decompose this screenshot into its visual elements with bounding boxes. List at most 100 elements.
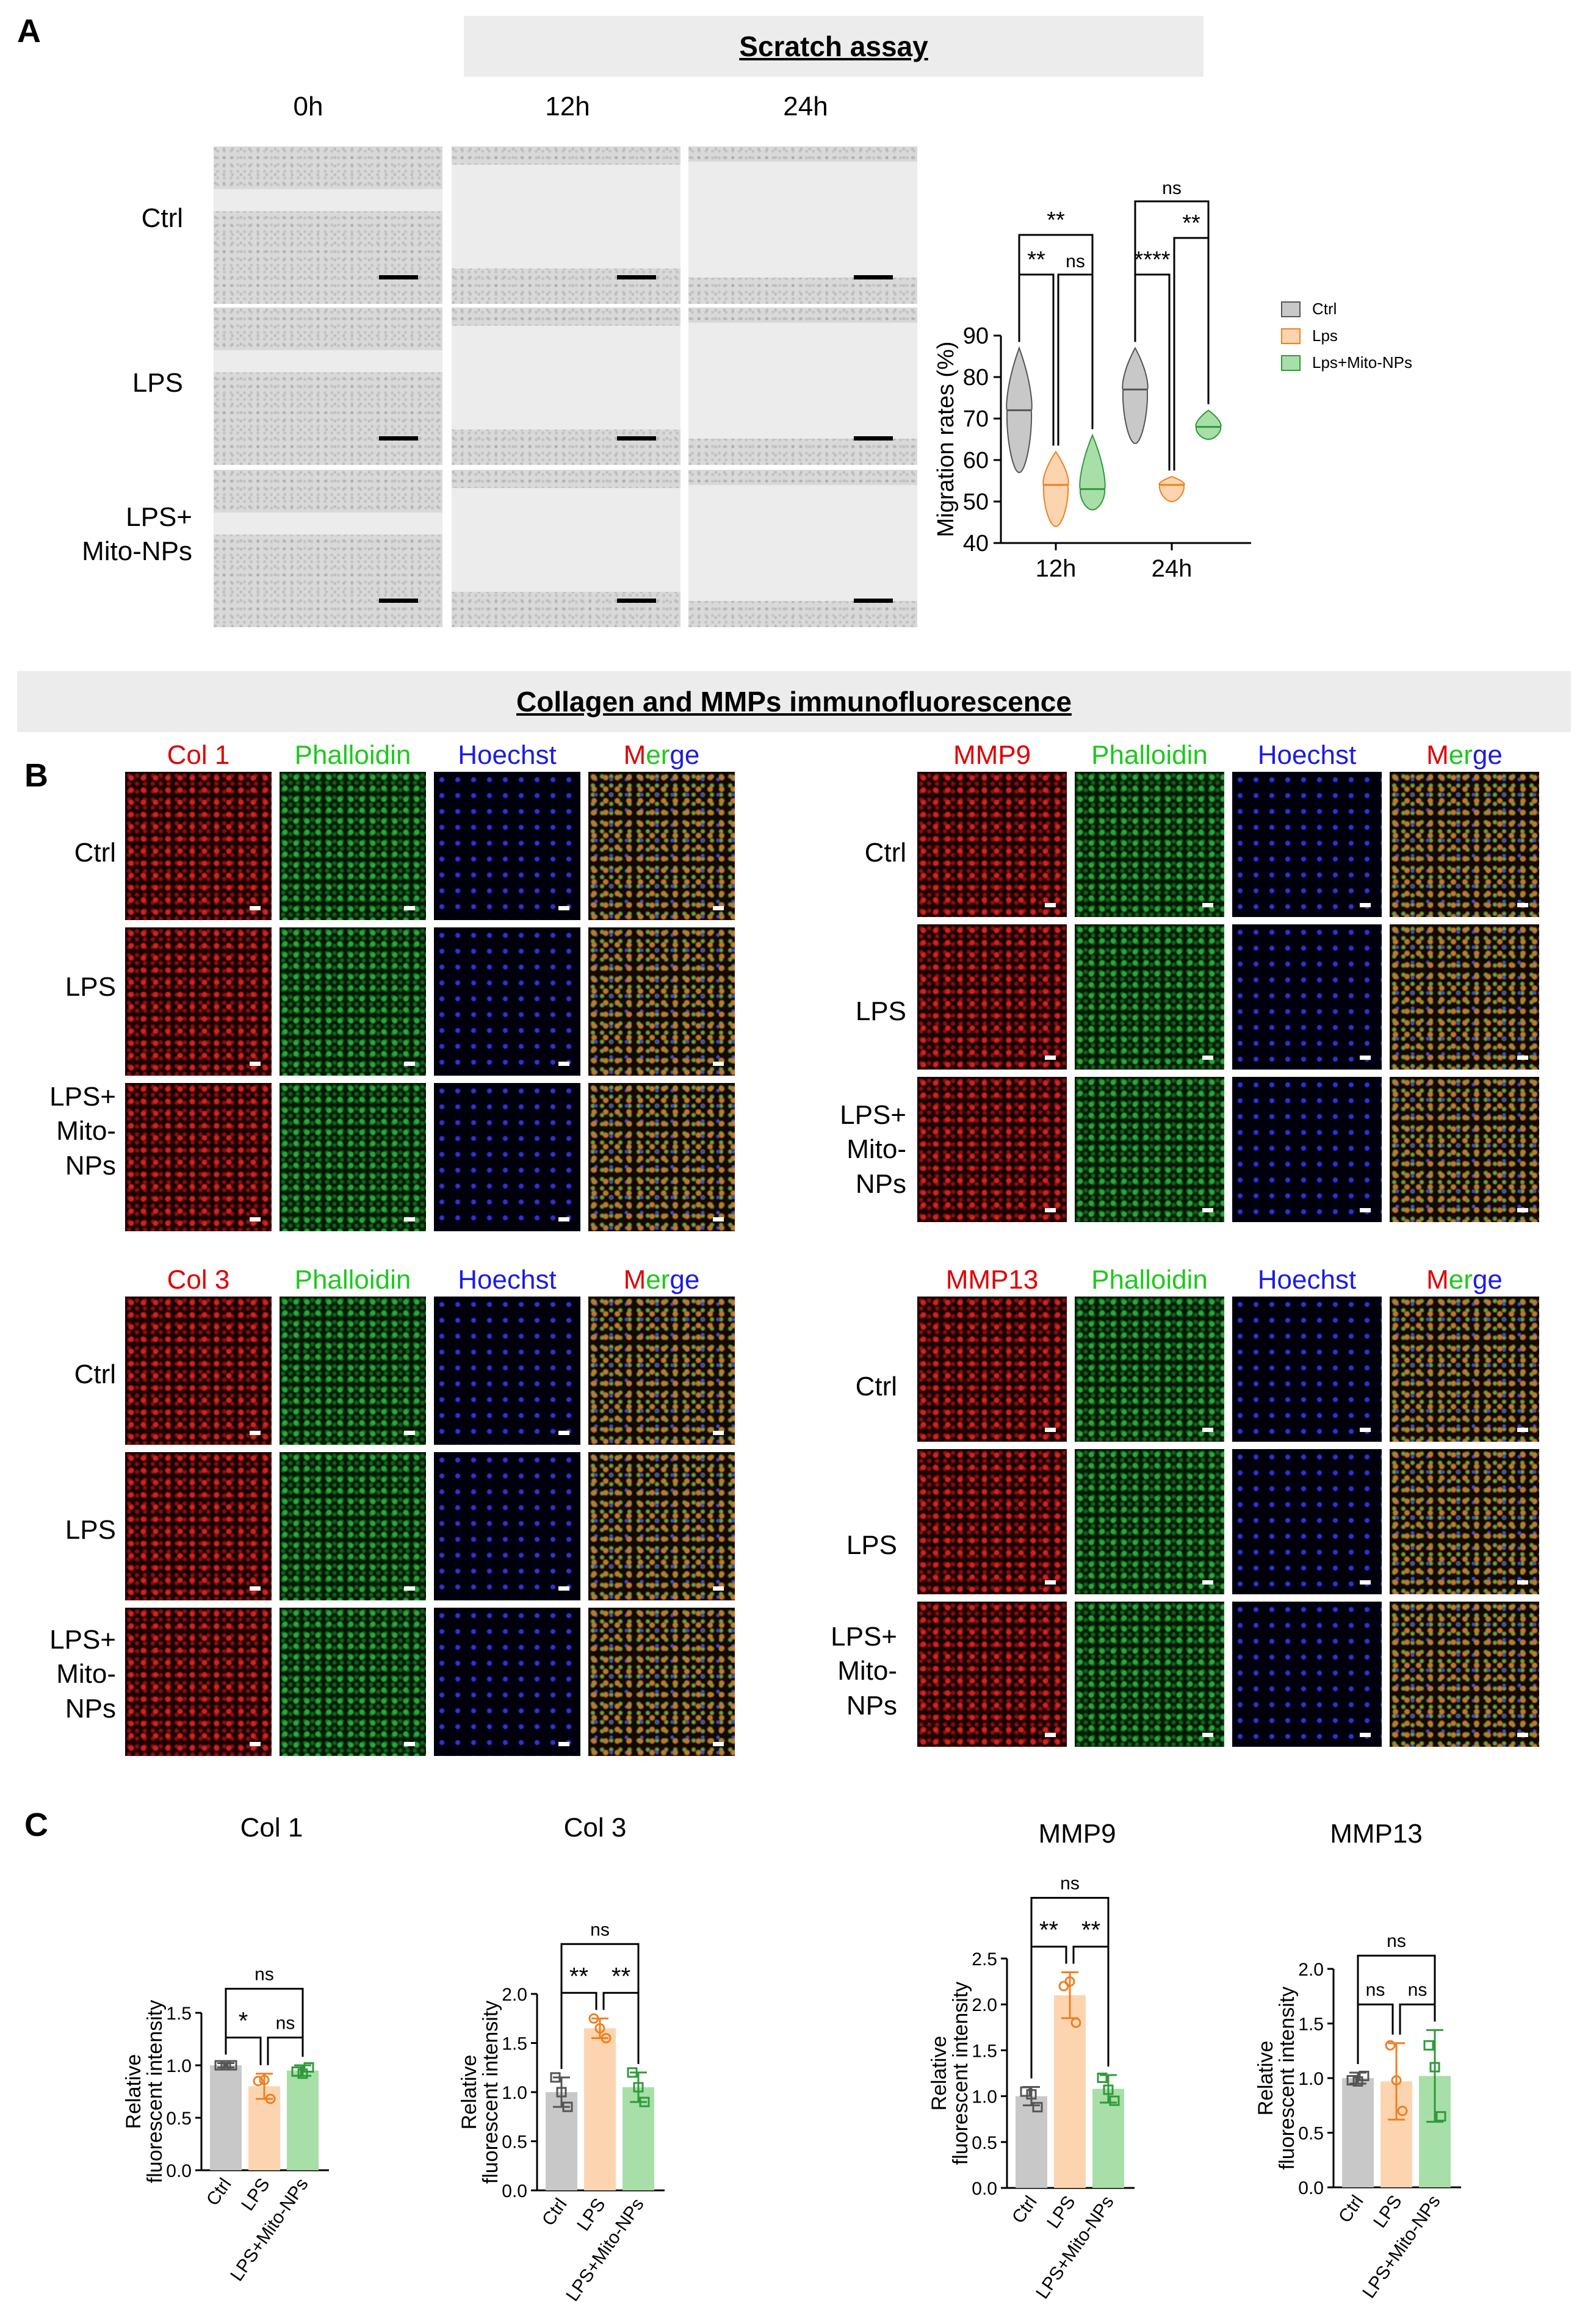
scale-bar [1202, 903, 1213, 907]
significance-bracket [1357, 1954, 1436, 2065]
channel-header: Hoechst [1257, 1265, 1357, 1295]
scale-bar [1202, 1428, 1213, 1432]
fluorescence-image [434, 772, 580, 920]
y-tick-label: 0.5 [972, 2133, 997, 2153]
fluorescence-image [1232, 772, 1382, 917]
scratch-image [452, 470, 680, 627]
fluorescence-image [280, 927, 426, 1076]
fluorescence-image [125, 1608, 272, 1756]
fluorescence-image [1232, 1449, 1382, 1594]
fluorescence-image [280, 772, 426, 920]
fluorescence-image [588, 927, 735, 1076]
data-point [226, 2060, 237, 2071]
if-row-label: LPS+ Mito- NPs [831, 1622, 897, 1721]
error-bar [256, 2073, 273, 2100]
significance-label: ns [1162, 183, 1182, 198]
merge-er: er [1448, 740, 1473, 770]
scratch-image [214, 470, 442, 627]
significance-label: ** [1081, 1917, 1100, 1944]
y-axis-label: fluorescent intensity [1276, 1987, 1299, 2170]
x-tick-label: LPS [1043, 2192, 1080, 2232]
fluorescence-image [1075, 772, 1224, 917]
scratch-image [688, 146, 917, 304]
fluorescence-image [280, 1083, 426, 1231]
scratch-wound-area [688, 485, 917, 601]
merge-m: M [623, 1265, 646, 1295]
scale-bar [1360, 1733, 1371, 1737]
significance-label: ** [612, 1963, 630, 1990]
y-tick-label: 1.5 [502, 2034, 527, 2054]
scale-bar [713, 1217, 724, 1221]
if-row-label: LPS [65, 1515, 116, 1545]
scale-bar [713, 1742, 724, 1746]
y-tick-label: 2.0 [1298, 1960, 1324, 1980]
channel-header: Phalloidin [1091, 740, 1208, 770]
legend-label: Lps+Mito-NPs [1312, 353, 1412, 372]
significance-label: ** [1027, 247, 1045, 273]
y-tick-label: 80 [963, 365, 989, 390]
if-row-label: LPS [846, 1530, 897, 1560]
y-axis-label: Relative [458, 2055, 481, 2130]
fluorescence-image [1390, 924, 1539, 1070]
y-tick-label: 1.0 [166, 2056, 192, 2076]
y-tick-label: 1.0 [502, 2083, 527, 2103]
scratch-image [452, 146, 680, 304]
error-bar [553, 2076, 570, 2108]
x-tick-label: LPS [573, 2195, 610, 2234]
fluorescence-image [125, 1297, 272, 1445]
x-tick-label: LPS [1370, 2192, 1406, 2231]
data-point [588, 2013, 599, 2024]
fluorescence-image [1390, 1449, 1539, 1594]
scale-bar [1045, 1056, 1056, 1060]
scratch-image [688, 308, 917, 465]
y-tick-label: 0.0 [972, 2179, 997, 2199]
y-tick-label: 2.0 [972, 1995, 997, 2015]
fluorescence-image [588, 1083, 735, 1231]
legend-swatch [1281, 301, 1301, 317]
data-point [1026, 2089, 1037, 2100]
y-tick-label: 90 [963, 323, 989, 349]
scratch-assay-title: Scratch assay [739, 31, 928, 62]
y-tick-label: 70 [963, 406, 989, 432]
if-row-label: Ctrl [74, 838, 116, 868]
scale-bar [379, 436, 418, 441]
significance-bracket [560, 1943, 640, 2069]
scratch-wound-area [214, 350, 442, 372]
significance-bracket [1030, 1897, 1110, 2079]
error-bar [591, 2017, 608, 2039]
scale-bar [1360, 903, 1371, 907]
scale-bar [617, 275, 656, 279]
error-bar [1426, 2029, 1443, 2123]
y-tick-label: 1.5 [972, 2041, 997, 2061]
data-point [1064, 1976, 1075, 1987]
violin-lps [1158, 476, 1185, 503]
merge-header: Merge [588, 1265, 735, 1295]
channel-header: MMP13 [945, 1265, 1039, 1295]
merge-m: M [1426, 740, 1449, 770]
scale-bar [1202, 1733, 1213, 1737]
scale-bar [854, 599, 893, 603]
scratch-image [214, 308, 442, 465]
y-tick-label: 2.0 [502, 1985, 527, 2005]
error-bar [630, 2071, 647, 2103]
fluorescence-image [1232, 1297, 1382, 1442]
fluorescence-image [1075, 1077, 1224, 1222]
error-bar [217, 2062, 234, 2068]
data-point [1109, 2095, 1120, 2106]
scale-bar [617, 436, 656, 441]
scratch-wound-area [452, 165, 680, 268]
chart-title: MMP9 [1038, 1819, 1116, 1849]
channel-header: Phalloidin [294, 740, 411, 770]
fluorescence-image [125, 772, 272, 920]
fluorescence-image [1232, 1602, 1382, 1747]
row-label-lps: LPS [132, 368, 183, 398]
legend-swatch [1281, 355, 1301, 371]
bar-lps-mito-nps [287, 2070, 319, 2170]
data-point [1385, 2040, 1396, 2051]
channel-header: Phalloidin [1091, 1265, 1208, 1295]
panel-c-letter: C [24, 1807, 48, 1843]
legend-label: Ctrl [1312, 300, 1337, 318]
channel-header: MMP9 [953, 740, 1031, 770]
if-row-label: Ctrl [855, 1372, 897, 1401]
